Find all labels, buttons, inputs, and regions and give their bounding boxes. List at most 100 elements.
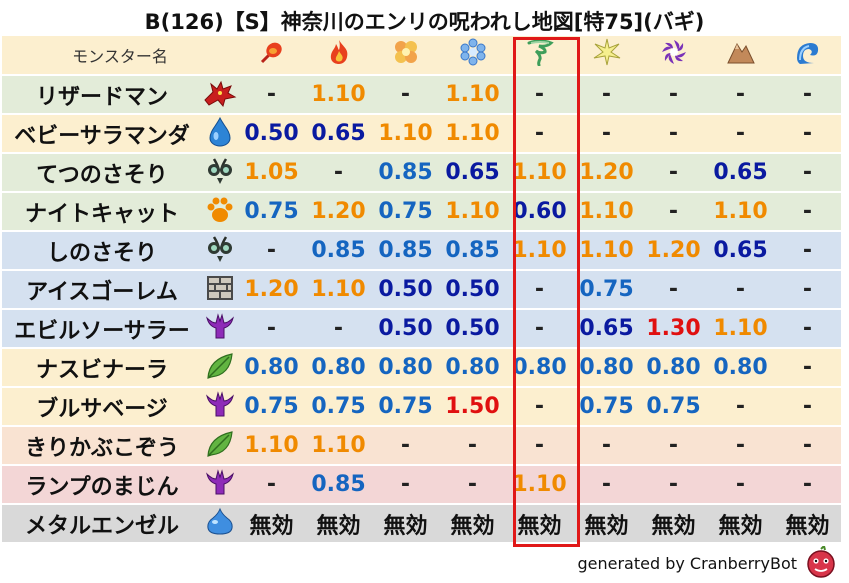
resistance-value: 0.85 <box>305 232 372 271</box>
table-row: てつのさそり 1.05-0.85 0.65 1.10 1.20-0.65- <box>2 154 841 193</box>
resistance-value: 0.85 <box>305 466 372 505</box>
earth-icon <box>726 38 755 72</box>
resistance-value: - <box>506 310 573 349</box>
resistance-value: 0.60 <box>506 193 573 232</box>
element-header-5 <box>573 36 640 76</box>
monster-name: てつのさそり <box>2 154 202 193</box>
resistance-value: 0.50 <box>372 310 439 349</box>
resistance-value: - <box>640 115 707 154</box>
resistance-value: - <box>439 427 506 466</box>
resistance-value: - <box>439 466 506 505</box>
leaf-icon <box>205 429 235 463</box>
resistance-value: 0.75 <box>573 388 640 427</box>
resistance-value: - <box>774 388 841 427</box>
resistance-value: 1.10 <box>238 427 305 466</box>
darkness-icon <box>660 38 688 72</box>
resistance-value: 0.75 <box>640 388 707 427</box>
resistance-value: - <box>774 427 841 466</box>
resistance-value: 0.50 <box>439 310 506 349</box>
resistance-value: 無効 <box>640 505 707 544</box>
resistance-value: - <box>707 271 774 310</box>
resistance-value: 1.10 <box>372 115 439 154</box>
dragon-icon <box>203 78 237 112</box>
resistance-value: - <box>774 193 841 232</box>
table-row: エビルソーサラー - -0.50 0.50-0.65 1.30 1.10- <box>2 310 841 349</box>
resistance-value: - <box>573 466 640 505</box>
resistance-value: 0.80 <box>640 349 707 388</box>
monster-name: アイスゴーレム <box>2 271 202 310</box>
resistance-value: 無効 <box>372 505 439 544</box>
resistance-value: 0.80 <box>573 349 640 388</box>
resistance-value: - <box>573 427 640 466</box>
footer-credit: generated by CranberryBot <box>577 554 797 573</box>
table-row: ナスビナーラ 0.80 0.80 0.80 0.80 0.80 0.80 0.80 0.80- <box>2 349 841 388</box>
resistance-value: 1.10 <box>439 115 506 154</box>
resistance-value: 1.10 <box>439 193 506 232</box>
resistance-value: - <box>774 271 841 310</box>
monster-type-cell <box>202 505 238 544</box>
monster-type-cell <box>202 154 238 193</box>
element-header-2 <box>372 36 439 76</box>
resistance-value: - <box>573 76 640 115</box>
resistance-value: - <box>506 427 573 466</box>
resistance-value: 無効 <box>573 505 640 544</box>
monster-type-cell <box>202 193 238 232</box>
resistance-value: 0.65 <box>439 154 506 193</box>
resistance-value: 1.10 <box>707 193 774 232</box>
resistance-value: - <box>640 154 707 193</box>
resistance-value: 0.85 <box>439 232 506 271</box>
resistance-value: - <box>305 310 372 349</box>
resistance-value: - <box>238 310 305 349</box>
resistance-value: 無効 <box>439 505 506 544</box>
resistance-value: - <box>707 427 774 466</box>
resistance-value: 1.10 <box>439 76 506 115</box>
table-row: ベビーサラマンダ 0.50 0.65 1.10 1.10- - - - - <box>2 115 841 154</box>
resistance-value: - <box>506 76 573 115</box>
table-row: きりかぶこぞう 1.10 1.10- - - - - - - <box>2 427 841 466</box>
resistance-value: 0.75 <box>372 193 439 232</box>
resistance-value: 1.10 <box>305 427 372 466</box>
resistance-value: - <box>640 427 707 466</box>
wind-icon <box>526 38 554 72</box>
monster-type-cell <box>202 271 238 310</box>
resistance-value: 0.80 <box>439 349 506 388</box>
resistance-value: 0.65 <box>707 154 774 193</box>
resistance-value: 0.75 <box>305 388 372 427</box>
monster-type-cell <box>202 76 238 115</box>
resistance-value: - <box>774 466 841 505</box>
flame-icon <box>325 38 353 72</box>
resistance-value: 0.80 <box>238 349 305 388</box>
lightning-icon <box>593 38 621 72</box>
table-row: リザードマン -1.10-1.10- - - - - <box>2 76 841 115</box>
resistance-value: 1.20 <box>573 154 640 193</box>
resistance-value: 無効 <box>238 505 305 544</box>
resistance-value: 1.10 <box>305 271 372 310</box>
water-drop-icon <box>207 116 233 152</box>
brick-icon <box>206 274 234 306</box>
resistance-value: 無効 <box>707 505 774 544</box>
resistance-value: 0.65 <box>707 232 774 271</box>
table-row: メタルエンゼル 無効 無効 無効 無効 無効 無効 無効 無効 無効 <box>2 505 841 544</box>
resistance-value: 0.50 <box>372 271 439 310</box>
insect-icon <box>205 156 235 190</box>
resistance-value: - <box>506 388 573 427</box>
insect-icon <box>205 234 235 268</box>
element-header-4 <box>506 36 573 76</box>
resistance-value: - <box>238 232 305 271</box>
resistance-value: - <box>372 427 439 466</box>
resistance-value: - <box>506 271 573 310</box>
page-title: B(126)【S】神奈川のエンリの呪われし地図[特75](バギ) <box>144 10 705 34</box>
element-header-1 <box>305 36 372 76</box>
monster-name: ナイトキャット <box>2 193 202 232</box>
resistance-value: - <box>640 193 707 232</box>
monster-type-cell <box>202 115 238 154</box>
resistance-value: 1.30 <box>640 310 707 349</box>
monster-type-cell <box>202 466 238 505</box>
resistance-value: 0.75 <box>238 193 305 232</box>
resistance-value: 0.50 <box>439 271 506 310</box>
resistance-table: モンスター名 リザードマン -1.10-1.10- - - - - ベビーサラマンダ 0.50 0… <box>2 36 841 544</box>
resistance-value: 0.75 <box>573 271 640 310</box>
resistance-value: - <box>238 466 305 505</box>
resistance-value: - <box>774 232 841 271</box>
resistance-value: 0.85 <box>372 232 439 271</box>
